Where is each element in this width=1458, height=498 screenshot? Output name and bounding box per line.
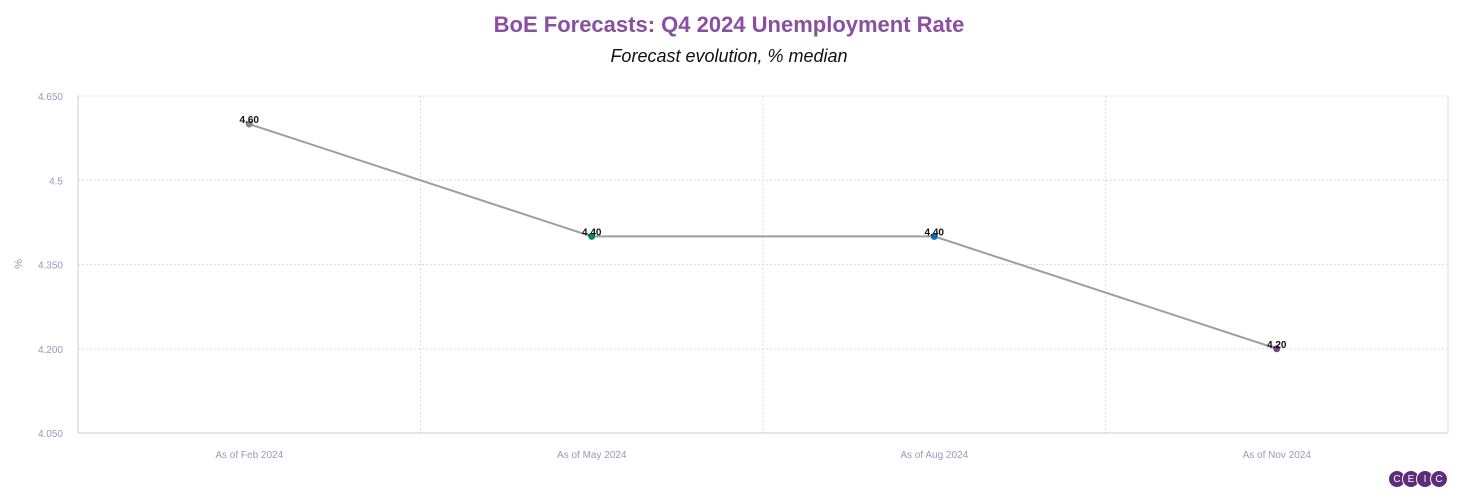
x-tick-label: As of May 2024 bbox=[557, 450, 627, 461]
x-tick-label: As of Feb 2024 bbox=[215, 450, 283, 461]
y-tick-label: 4.5 bbox=[49, 176, 63, 187]
chart-subtitle: Forecast evolution, % median bbox=[610, 46, 848, 66]
data-label: 4.40 bbox=[582, 227, 602, 238]
chart-title: BoE Forecasts: Q4 2024 Unemployment Rate bbox=[493, 12, 965, 37]
data-point bbox=[930, 232, 938, 240]
y-axis-title: % bbox=[13, 259, 25, 269]
data-point bbox=[245, 120, 253, 128]
y-tick-label: 4.650 bbox=[38, 92, 63, 103]
data-point bbox=[588, 232, 596, 240]
logo-letter: E bbox=[1402, 470, 1420, 488]
y-tick-label: 4.200 bbox=[38, 345, 63, 356]
data-label: 4.60 bbox=[240, 115, 260, 126]
logo-letter: C bbox=[1430, 470, 1448, 488]
series-line bbox=[248, 123, 1278, 350]
y-tick-label: 4.350 bbox=[38, 261, 63, 272]
x-tick-label: As of Aug 2024 bbox=[900, 450, 968, 461]
data-label: 4.20 bbox=[1267, 340, 1287, 351]
data-label: 4.40 bbox=[925, 227, 945, 238]
x-tick-label: As of Nov 2024 bbox=[1243, 450, 1312, 461]
data-point bbox=[1273, 345, 1281, 353]
ceic-logo: C E I C bbox=[1388, 470, 1448, 488]
y-tick-label: 4.050 bbox=[38, 429, 63, 440]
